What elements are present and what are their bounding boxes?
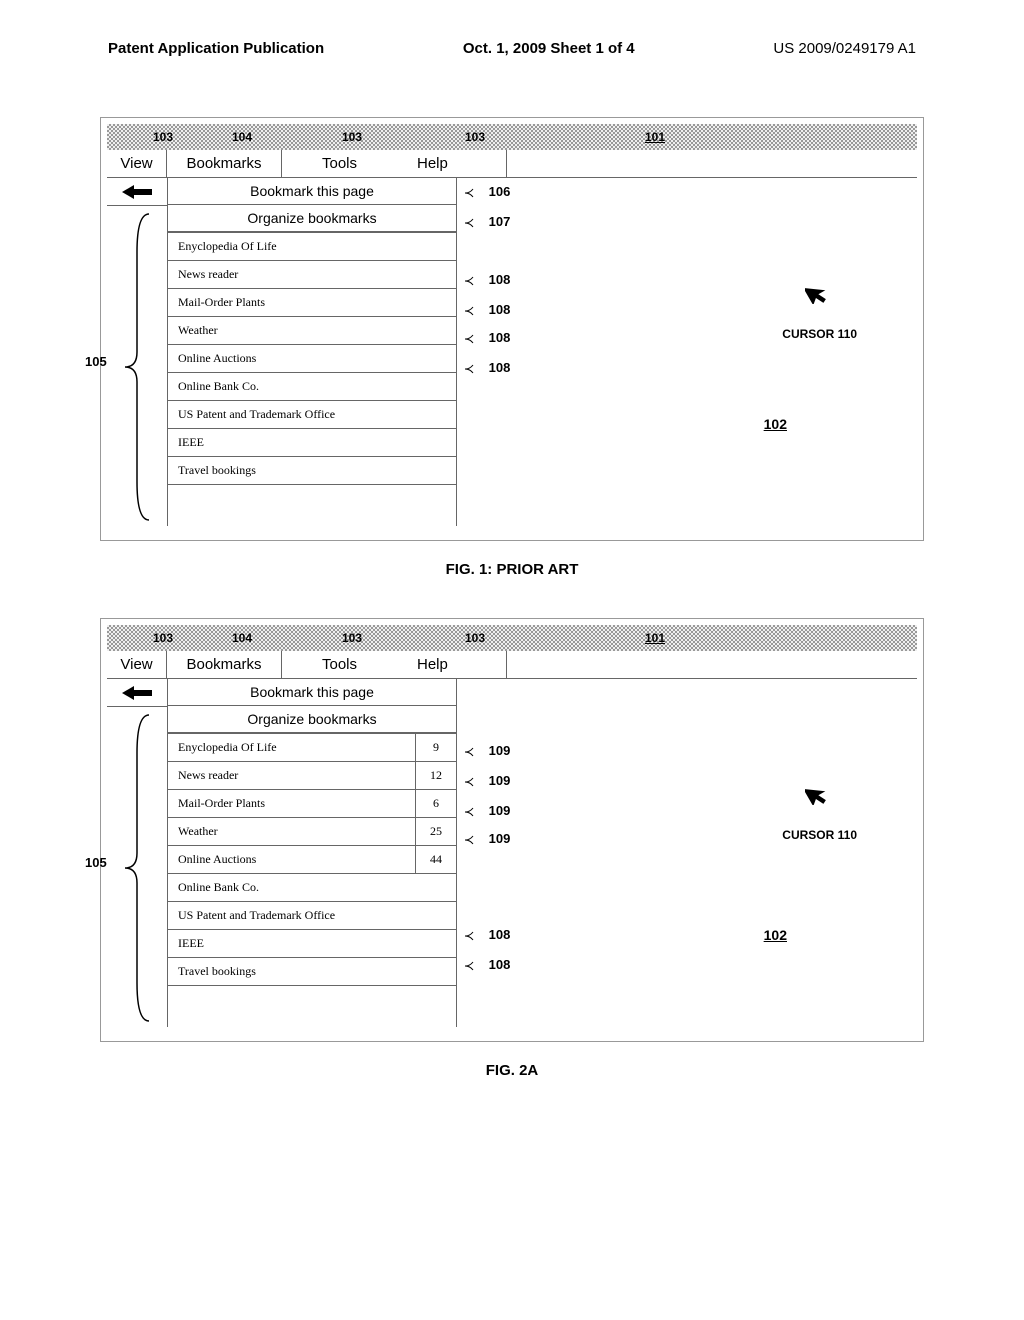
ref-108: 108 bbox=[465, 272, 510, 287]
ref-108: 108 bbox=[465, 330, 510, 345]
figure-1: 103 104 103 103 101 View Bookmarks Tools… bbox=[100, 117, 924, 541]
menu-bar: View Bookmarks Tools Help bbox=[107, 651, 917, 679]
dd-item[interactable]: IEEE bbox=[168, 429, 456, 457]
back-arrow-icon[interactable] bbox=[107, 679, 167, 707]
dd-item[interactable]: Enyclopedia Of Life bbox=[168, 232, 456, 261]
dd-item[interactable]: Mail-Order Plants bbox=[168, 289, 456, 317]
menu-help[interactable]: Help bbox=[397, 651, 507, 678]
menu-tools[interactable]: Tools bbox=[282, 150, 397, 177]
ref-105: 105 bbox=[85, 354, 107, 369]
menu-view[interactable]: View bbox=[107, 150, 167, 177]
cursor-icon: CURSOR 110 bbox=[782, 278, 857, 341]
ref-106: 106 bbox=[465, 184, 510, 199]
dd-item[interactable]: Travel bookings bbox=[168, 457, 456, 485]
ref-109: 109 bbox=[465, 773, 510, 788]
ref-109: 109 bbox=[465, 743, 510, 758]
ref-108: 108 bbox=[465, 302, 510, 317]
menu-bookmarks[interactable]: Bookmarks bbox=[167, 150, 282, 177]
dd-item[interactable]: News reader bbox=[168, 261, 456, 289]
ref-109: 109 bbox=[465, 831, 510, 846]
dd-item[interactable]: Mail-Order Plants6 bbox=[168, 790, 456, 818]
ref-109: 109 bbox=[465, 803, 510, 818]
dd-bookmark-page[interactable]: Bookmark this page bbox=[168, 178, 456, 205]
dd-item[interactable]: Enyclopedia Of Life9 bbox=[168, 733, 456, 762]
dd-item[interactable]: US Patent and Trademark Office bbox=[168, 902, 456, 930]
dd-item[interactable]: US Patent and Trademark Office bbox=[168, 401, 456, 429]
cursor-icon: CURSOR 110 bbox=[782, 779, 857, 842]
dd-organize[interactable]: Organize bookmarks bbox=[168, 706, 456, 733]
ref-107: 107 bbox=[465, 214, 510, 229]
figure-1-caption: FIG. 1: PRIOR ART bbox=[100, 561, 924, 578]
menu-bookmarks[interactable]: Bookmarks bbox=[167, 651, 282, 678]
dd-item[interactable]: Online Auctions bbox=[168, 345, 456, 373]
figure-2a: 103 104 103 103 101 View Bookmarks Tools… bbox=[100, 618, 924, 1042]
figure-2a-caption: FIG. 2A bbox=[100, 1062, 924, 1079]
menu-bar: View Bookmarks Tools Help bbox=[107, 150, 917, 178]
menu-view[interactable]: View bbox=[107, 651, 167, 678]
brace-icon bbox=[117, 212, 157, 522]
ref-105: 105 bbox=[85, 855, 107, 870]
ref-108: 108 bbox=[465, 360, 510, 375]
header-right: US 2009/0249179 A1 bbox=[773, 40, 916, 57]
patent-header: Patent Application Publication Oct. 1, 2… bbox=[100, 40, 924, 57]
dd-item[interactable]: Online Bank Co. bbox=[168, 373, 456, 401]
dd-organize[interactable]: Organize bookmarks bbox=[168, 205, 456, 232]
brace-icon bbox=[117, 713, 157, 1023]
dd-bookmark-page[interactable]: Bookmark this page bbox=[168, 679, 456, 706]
header-left: Patent Application Publication bbox=[108, 40, 324, 57]
ref-108: 108 bbox=[465, 957, 510, 972]
dd-item[interactable]: Weather25 bbox=[168, 818, 456, 846]
dd-item[interactable]: Online Auctions44 bbox=[168, 846, 456, 874]
window-titlebar: 103 104 103 103 101 bbox=[107, 625, 917, 651]
back-arrow-icon[interactable] bbox=[107, 178, 167, 206]
menu-help[interactable]: Help bbox=[397, 150, 507, 177]
dd-item[interactable]: Online Bank Co. bbox=[168, 874, 456, 902]
ref-102: 102 bbox=[764, 416, 787, 432]
menu-tools[interactable]: Tools bbox=[282, 651, 397, 678]
dd-item[interactable]: IEEE bbox=[168, 930, 456, 958]
header-center: Oct. 1, 2009 Sheet 1 of 4 bbox=[463, 40, 635, 57]
dd-item[interactable]: Weather bbox=[168, 317, 456, 345]
ref-108: 108 bbox=[465, 927, 510, 942]
dd-item[interactable]: Travel bookings bbox=[168, 958, 456, 986]
ref-102: 102 bbox=[764, 927, 787, 943]
dd-item[interactable]: News reader12 bbox=[168, 762, 456, 790]
window-titlebar: 103 104 103 103 101 bbox=[107, 124, 917, 150]
